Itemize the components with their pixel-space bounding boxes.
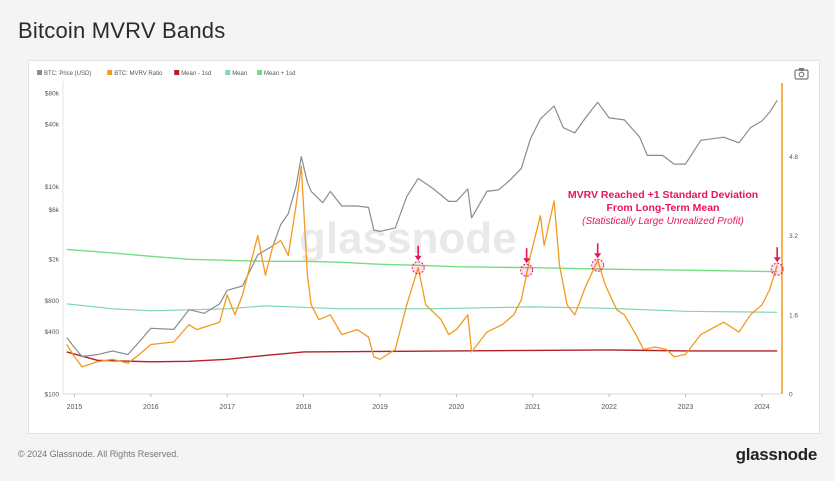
legend-swatch xyxy=(37,70,42,75)
series-line xyxy=(66,349,778,363)
mvrv-chart: BTC: Price (USD) BTC: MVRV Ratio Mean - 1s… xyxy=(37,68,809,412)
legend-label: BTC: Price (USD) xyxy=(44,71,91,77)
legend-swatch xyxy=(225,70,231,75)
axes: 2015 2016 2017 2018 2019 2020 2021 2022 2023 2024… xyxy=(45,91,799,412)
x-tick-label: 2023 xyxy=(678,404,694,411)
legend: BTC: Price (USD) BTC: MVRV Ratio Mean - 1s… xyxy=(37,70,296,77)
y-left-tick-label: $6k xyxy=(49,207,60,214)
x-tick-label: 2018 xyxy=(296,404,312,411)
y-left-tick-label: $800 xyxy=(45,298,60,305)
annotation-line2: From Long-Term Mean xyxy=(607,202,720,214)
x-tick-label: 2016 xyxy=(143,404,159,411)
y-left-tick-label: $10k xyxy=(45,184,60,191)
highlight-circle xyxy=(591,258,605,272)
highlight-circle xyxy=(770,262,784,276)
legend-label: Mean - 1sd xyxy=(181,71,211,77)
footer-copyright: © 2024 Glassnode. All Rights Reserved. xyxy=(18,449,179,459)
arrow-head xyxy=(594,253,602,259)
series-line xyxy=(66,165,778,368)
annotation-line1: MVRV Reached +1 Standard Deviation xyxy=(568,189,758,201)
legend-label: Mean + 1sd xyxy=(264,71,296,77)
x-tick-label: 2015 xyxy=(67,404,83,411)
x-tick-label: 2022 xyxy=(601,404,617,411)
y-right-tick-label: 0 xyxy=(789,392,793,399)
y-left-tick-label: $100 xyxy=(45,392,60,399)
x-tick-label: 2021 xyxy=(525,404,541,411)
y-left-tick-label: $80k xyxy=(45,91,60,98)
series-line xyxy=(66,99,778,358)
highlight-circle xyxy=(411,261,425,275)
camera-icon[interactable] xyxy=(794,68,809,80)
series-line xyxy=(66,248,778,273)
series-line xyxy=(66,303,778,313)
chart-panel: BTC: Price (USD) BTC: MVRV Ratio Mean - 1s… xyxy=(28,60,820,434)
arrow-head xyxy=(773,257,781,263)
y-right-tick-label: 3.2 xyxy=(789,233,798,240)
series-layer xyxy=(66,83,783,394)
footer-logo: glassnode xyxy=(735,445,818,464)
y-left-tick-label: $400 xyxy=(45,329,60,336)
page-title: Bitcoin MVRV Bands xyxy=(18,18,226,43)
legend-label: Mean xyxy=(232,71,247,77)
annotation-line3: (Statistically Large Unrealized Profit) xyxy=(582,216,744,227)
y-left-tick-label: $2k xyxy=(49,257,60,264)
watermark: glassnode xyxy=(299,214,517,263)
y-right-tick-label: 4.8 xyxy=(789,154,798,161)
legend-swatch xyxy=(257,70,262,75)
x-tick-label: 2020 xyxy=(449,404,465,411)
watermark-text: glassnode xyxy=(299,214,517,263)
y-left-tick-label: $40k xyxy=(45,122,60,129)
arrow-head xyxy=(414,255,422,261)
arrow-head xyxy=(523,258,531,264)
grid xyxy=(62,81,781,395)
legend-swatch xyxy=(174,70,180,75)
highlight-circle xyxy=(520,263,534,277)
x-tick-label: 2024 xyxy=(754,404,770,411)
legend-label: BTC: MVRV Ratio xyxy=(114,71,163,77)
y-right-tick-label: 1.6 xyxy=(789,312,798,319)
legend-swatch xyxy=(107,70,113,75)
x-tick-label: 2017 xyxy=(219,404,235,411)
x-tick-label: 2019 xyxy=(372,404,388,411)
